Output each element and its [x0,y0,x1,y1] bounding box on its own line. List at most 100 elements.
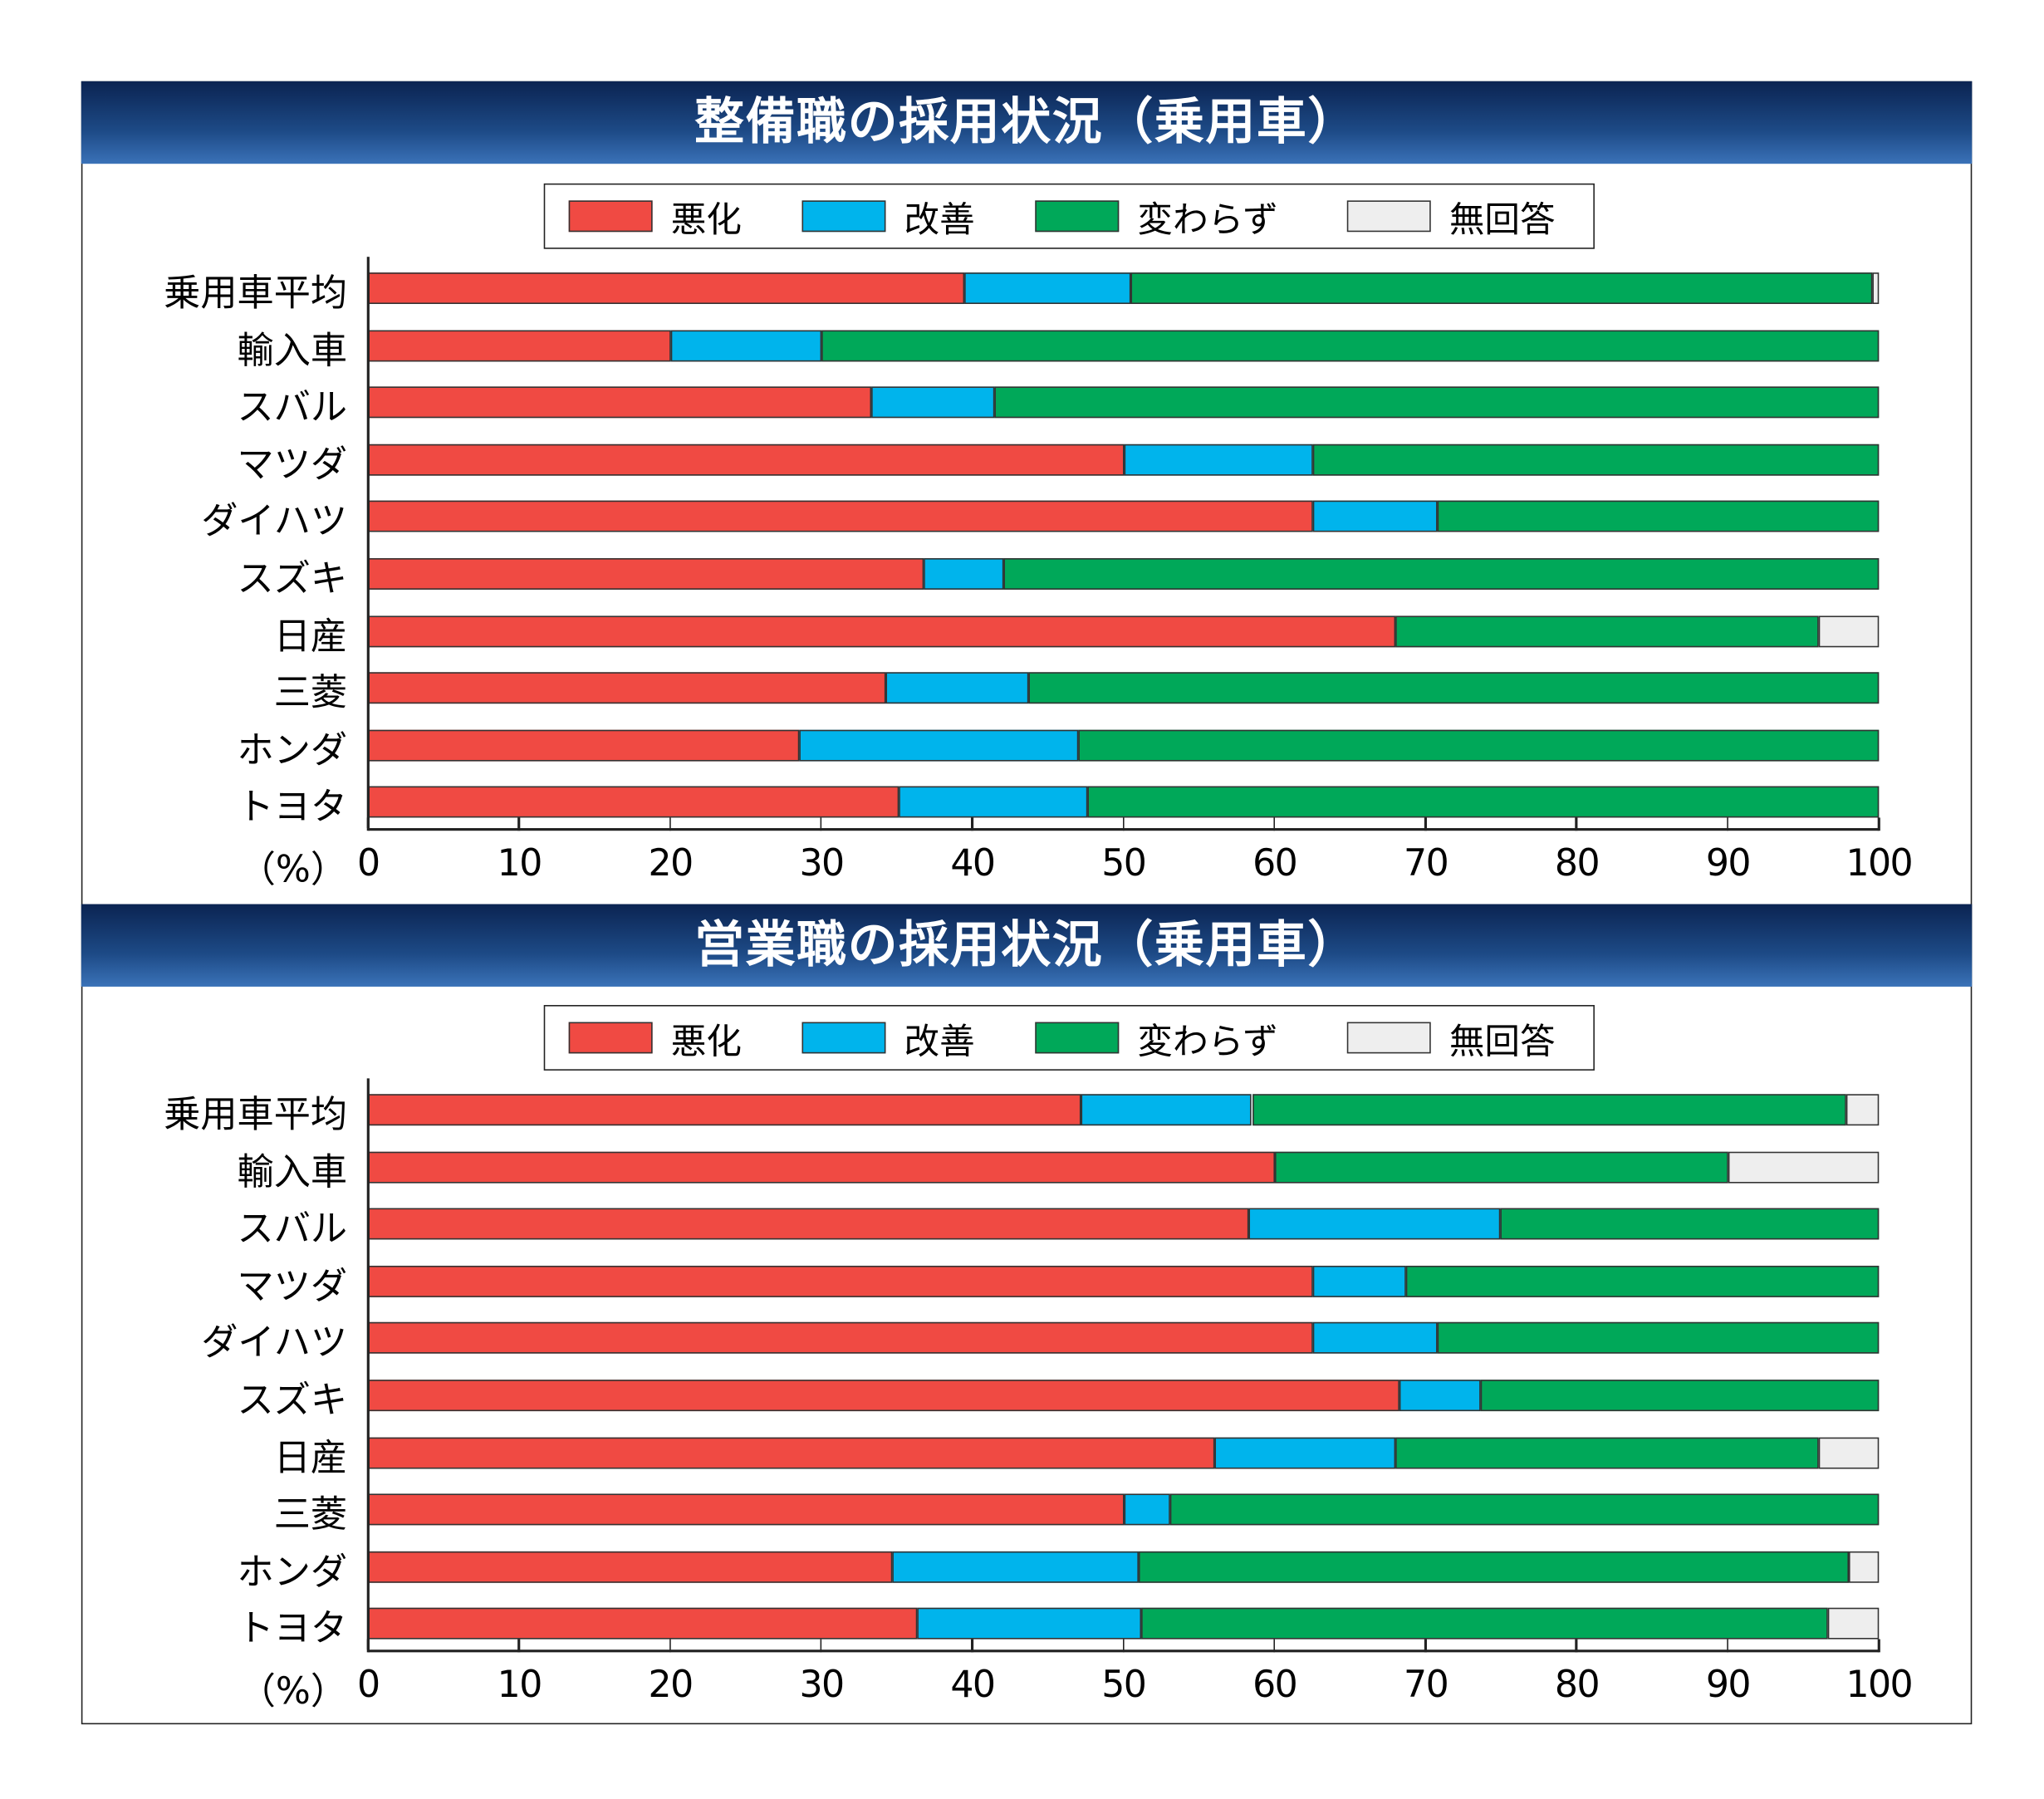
category-label: 乗用車平均 [164,1092,348,1136]
bar-segment-改善 [916,1608,1142,1640]
bar-segment-変わらず [1405,1265,1880,1297]
legend-label: 無回答 [1448,1021,1556,1062]
bar-segment-悪化 [368,787,899,819]
bar-segment-改善 [1312,1322,1439,1355]
legend-swatch [1346,200,1431,233]
legend-swatch [1346,1022,1431,1054]
x-tick-label: 70 [1404,1662,1449,1707]
legend-item: 改善 [801,200,975,240]
legend-swatch [568,200,653,233]
x-tick-label: 0 [357,1662,380,1707]
bar-segment-改善 [898,787,1088,819]
bar-segment-変わらず [1028,672,1880,704]
x-tick-label: 30 [799,841,845,885]
x-tick-label: 30 [799,1662,845,1707]
x-tick-label: 80 [1554,1662,1600,1707]
legend-item: 変わらず [1035,200,1278,240]
x-tick-label: 90 [1705,1662,1752,1707]
bar-segment-変わらず [1499,1208,1880,1240]
bar-segment-変わらず [1087,787,1880,819]
legend-label: 変わらず [1137,1021,1278,1062]
bar-segment-変わらず [821,329,1880,361]
x-tick-label: 20 [648,841,694,885]
bar-segment-無回答 [1818,1436,1880,1468]
x-axis-unit: （%） [238,1669,348,1713]
x-tick-label: 90 [1705,841,1752,885]
legend-swatch [801,200,886,233]
x-tick-label: 50 [1101,1662,1147,1707]
bar-segment-改善 [1123,1493,1171,1526]
x-tick-mark [669,1639,671,1653]
x-tick-mark [820,817,822,831]
category-label: 輸入車 [237,328,348,372]
bar-segment-改善 [1213,1436,1396,1468]
x-tick-label: 10 [497,841,543,885]
bar-segment-改善 [924,558,1005,590]
bar-segment-無回答 [1728,1151,1880,1183]
x-tick-mark [1273,1639,1276,1653]
category-label: 三菱 [273,1493,348,1537]
category-label: スバル [237,385,348,429]
category-label: トヨタ [237,785,348,829]
bar-segment-悪化 [368,501,1313,533]
legend-swatch [568,1022,653,1054]
bar-segment-悪化 [368,1608,917,1640]
bar-segment-変わらず [1138,1551,1849,1583]
x-tick-mark [1575,817,1578,831]
bar-segment-無回答 [1845,1094,1880,1126]
bar-segment-変わらず [1395,1436,1819,1468]
bar-segment-無回答 [1872,272,1880,305]
category-label: 輸入車 [237,1149,348,1194]
x-axis-unit: （%） [238,847,348,891]
x-tick-label: 100 [1845,1662,1913,1707]
x-tick-mark [1122,817,1125,831]
x-tick-label: 20 [648,1662,694,1707]
bar-segment-悪化 [368,615,1396,647]
bar-segment-改善 [1123,444,1313,476]
bar-segment-変わらず [1170,1493,1880,1526]
x-tick-label: 40 [950,1662,996,1707]
bar-segment-変わらず [1130,272,1873,305]
bar-segment-悪化 [368,444,1124,476]
x-tick-label: 80 [1554,841,1600,885]
x-tick-label: 100 [1845,841,1913,885]
bar-segment-変わらず [1004,558,1880,590]
category-label: スバル [237,1207,348,1251]
legend-label: 改善 [904,199,975,241]
bar-segment-改善 [871,386,996,419]
bar-segment-無回答 [1848,1551,1880,1583]
legend-swatch [1035,1022,1120,1054]
x-tick-mark [1726,817,1729,831]
category-label: 三菱 [273,671,348,715]
x-tick-mark [366,1639,370,1653]
bar-segment-改善 [670,329,821,361]
bar-segment-無回答 [1827,1608,1880,1640]
bar-segment-改善 [1312,501,1439,533]
bar-segment-変わらず [1438,501,1880,533]
bar-segment-改善 [1081,1094,1252,1126]
bar-segment-悪化 [368,1151,1275,1183]
category-label: マツダ [237,1264,348,1308]
category-label: 日産 [273,1435,348,1479]
legend-swatch [1035,200,1120,233]
legend-label: 変わらず [1137,199,1278,241]
bar-segment-改善 [964,272,1131,305]
x-tick-mark [1575,1639,1578,1653]
x-tick-mark [1273,817,1276,831]
bar-segment-無回答 [1818,615,1880,647]
x-tick-mark [1122,1639,1125,1653]
bar-segment-変わらず [1252,1094,1846,1126]
x-tick-mark [1877,1639,1880,1653]
x-tick-mark [669,817,671,831]
legend-swatch [801,1022,886,1054]
x-tick-label: 60 [1252,841,1298,885]
legend-label: 無回答 [1448,199,1556,241]
bar-segment-悪化 [368,1322,1313,1355]
x-tick-mark [517,1639,520,1653]
x-tick-label: 40 [950,841,996,885]
x-tick-label: 70 [1404,841,1449,885]
bar-segment-悪化 [368,1265,1313,1297]
x-tick-mark [971,817,973,831]
x-tick-label: 60 [1252,1662,1298,1707]
